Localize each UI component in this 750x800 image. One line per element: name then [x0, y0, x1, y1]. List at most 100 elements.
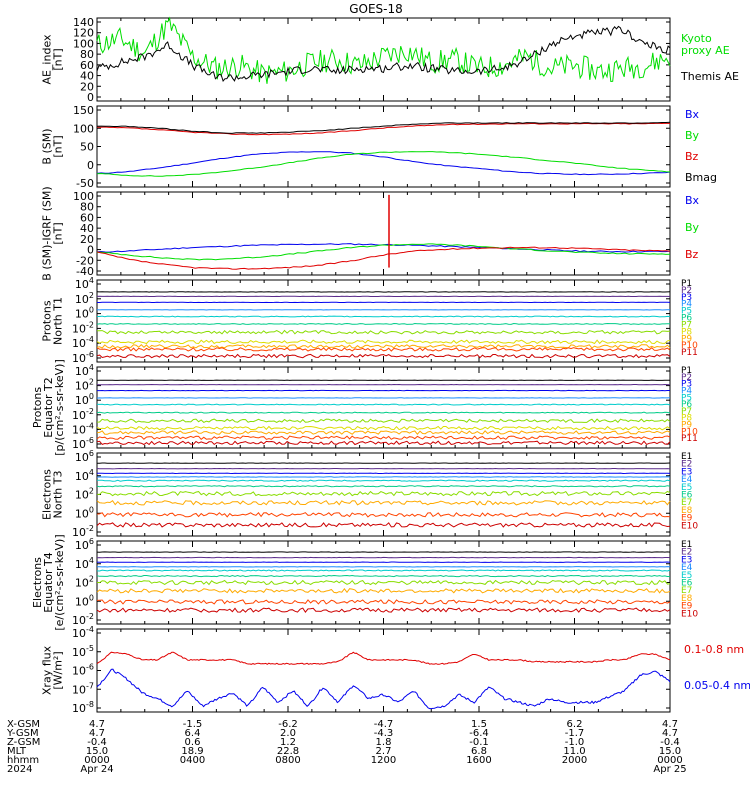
footer-cell: -1.5: [183, 719, 203, 730]
y-tick-label: 10-6: [72, 350, 94, 365]
legend-label: P4: [681, 300, 692, 310]
y-axis-label: B (SM): [41, 128, 54, 164]
legend-label: E5: [681, 483, 692, 493]
legend-label: P3: [681, 293, 692, 303]
legend-label: P1: [681, 279, 692, 289]
footer-cell: 6.8: [471, 746, 487, 757]
y-tick-label: 102: [75, 487, 94, 502]
y-tick-label: 10-4: [72, 335, 94, 350]
chart-title: GOES-18: [349, 2, 403, 16]
series-p5: [96, 403, 671, 406]
footer-cell: 0800: [275, 755, 300, 766]
footer-cell: 4.7: [89, 719, 105, 730]
footer-cell: Apr 25: [653, 764, 686, 775]
series-e10: [96, 607, 671, 613]
footer-cell: 4.7: [662, 728, 678, 739]
legend-label: Bx: [685, 194, 700, 207]
footer-row-label: Z-GSM: [7, 737, 40, 748]
y-tick-label: 60: [80, 211, 94, 224]
legend-label: 0.1-0.8 nm: [684, 643, 744, 656]
footer-row-label: MLT: [7, 746, 27, 757]
legend-label: E8: [681, 506, 693, 516]
y-tick-label: 10-2: [72, 407, 94, 422]
panel-frame: [96, 452, 671, 537]
y-axis-label: [p/(cm²-s-sr-keV)]: [53, 359, 66, 456]
footer-cell: -1.0: [565, 737, 585, 748]
legend-label: P9: [681, 421, 692, 431]
footer-table: X-GSMY-GSMZ-GSMMLThhmm20244.74.7-0.415.0…: [6, 719, 687, 775]
footer-cell: 2.7: [376, 746, 392, 757]
legend-label: proxy AE: [681, 44, 730, 57]
y-tick-label: 80: [80, 48, 94, 61]
panel-frame: [96, 628, 671, 713]
legend-label: P8: [681, 327, 692, 337]
legend-label: E2: [681, 460, 692, 470]
legend-label: P3: [681, 380, 692, 390]
footer-cell: -4.3: [374, 728, 394, 739]
y-tick-label: 10-4: [72, 421, 94, 436]
series-by: [96, 243, 671, 261]
series-p5: [97, 315, 671, 318]
y-tick-label: -50: [76, 177, 94, 190]
y-tick-label: 102: [75, 291, 94, 306]
footer-cell: 0000: [657, 755, 682, 766]
series-e9: [96, 512, 671, 518]
y-tick-label: 10-2: [72, 612, 94, 627]
legend-label: P2: [681, 373, 692, 383]
y-axis-label: Xray flux: [41, 645, 54, 695]
footer-cell: 2.0: [280, 728, 296, 739]
legend-label: Kyoto: [681, 32, 712, 45]
series-bmag: [96, 121, 671, 134]
y-tick-label: 100: [73, 190, 94, 203]
y-tick-label: 10-7: [72, 681, 94, 696]
legend-label: By: [685, 221, 700, 234]
legend-label: P6: [681, 400, 692, 410]
legend-label: E7: [681, 586, 692, 596]
series-p8: [96, 339, 671, 345]
footer-cell: 1200: [371, 755, 396, 766]
legend-label: P11: [681, 434, 698, 444]
series-e6: [96, 485, 671, 488]
legend-label: P9: [681, 334, 692, 344]
series-xray-short: [96, 668, 671, 710]
series-e7: [97, 490, 671, 497]
y-axis-label: AE_index: [41, 34, 54, 85]
legend-label: E6: [681, 579, 693, 589]
y-axis-label: B (SM)-IGRF (SM): [41, 186, 54, 280]
legend-label: P7: [681, 320, 692, 330]
legend-label: P10: [681, 427, 698, 437]
y-tick-label: 10-8: [72, 700, 94, 715]
series-e5: [96, 569, 671, 572]
series-p8: [96, 425, 671, 431]
legend-label: E3: [681, 555, 692, 565]
legend-label: E1: [681, 540, 692, 550]
footer-cell: 6.4: [185, 728, 201, 739]
footer-row-label: 2024: [7, 764, 32, 775]
series-p10: [96, 435, 671, 440]
y-axis-label: [nT]: [52, 135, 65, 157]
y-axis-label: Protons: [41, 300, 54, 341]
footer-cell: 22.8: [277, 746, 299, 757]
legend-label: P4: [681, 386, 692, 396]
legend-label: E2: [681, 548, 692, 558]
legend-label: P11: [681, 348, 698, 358]
panel-frame: [96, 191, 671, 276]
y-tick-label: 100: [75, 505, 94, 520]
series-p6: [96, 411, 671, 414]
y-tick-label: 10-6: [72, 436, 94, 451]
y-axis-label: North T1: [52, 297, 65, 345]
legend-label: 0.05-0.4 nm: [684, 679, 750, 692]
y-tick-label: 104: [75, 556, 94, 571]
y-tick-label: 100: [75, 306, 94, 321]
y-tick-label: 50: [80, 141, 94, 154]
series-p11: [96, 440, 671, 446]
footer-cell: 1600: [466, 755, 491, 766]
series-e8: [96, 587, 671, 594]
footer-row-label: hhmm: [7, 755, 39, 766]
legend-label: E10: [681, 609, 698, 619]
panel-frame: [96, 105, 671, 188]
series-by: [96, 151, 671, 177]
y-tick-label: 10-2: [72, 524, 94, 539]
